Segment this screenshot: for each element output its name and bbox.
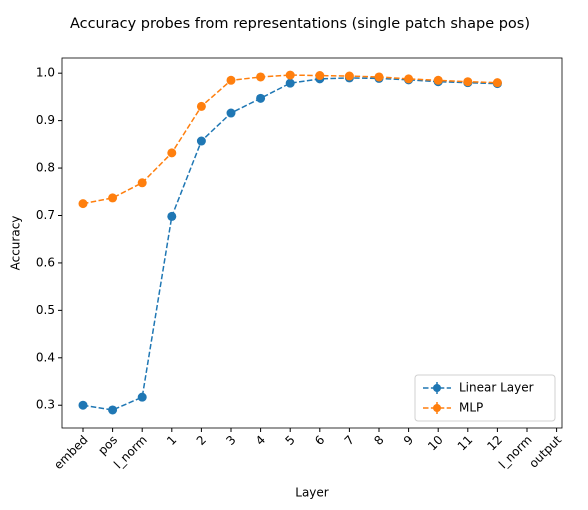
data-point (78, 199, 88, 209)
data-point (137, 178, 147, 188)
data-point (226, 108, 236, 118)
legend-label: MLP (459, 401, 483, 415)
data-point (285, 78, 295, 88)
y-tick-label: 0.3 (36, 398, 55, 412)
legend: Linear Layer MLP (414, 374, 556, 422)
x-axis-label: Layer (295, 486, 329, 500)
legend-label: Linear Layer (459, 381, 534, 395)
y-tick-label: 0.9 (36, 113, 55, 127)
data-point (167, 148, 177, 158)
data-point (108, 405, 118, 415)
data-point (108, 193, 118, 203)
y-tick-label: 0.5 (36, 303, 55, 317)
x-tick-label: l_norm (111, 433, 150, 472)
legend-marker (433, 404, 441, 412)
data-point (226, 75, 236, 85)
data-point (167, 211, 177, 221)
legend-marker (433, 384, 441, 392)
series-line (82, 77, 498, 411)
x-tick-label: 5 (282, 433, 297, 448)
data-point (256, 93, 266, 103)
data-point (344, 71, 354, 81)
x-tick-label: embed (51, 433, 90, 472)
x-tick-label: 8 (371, 433, 386, 448)
data-point (374, 72, 384, 82)
y-tick-label: 0.6 (36, 255, 55, 269)
data-point (315, 71, 325, 81)
x-tick-label: 10 (425, 433, 446, 454)
data-point (492, 78, 502, 88)
x-tick-label: l_norm (496, 433, 535, 472)
series-line (82, 74, 498, 205)
x-tick-label: 3 (223, 433, 238, 448)
data-point (78, 400, 88, 410)
data-point (433, 75, 443, 85)
y-tick-label: 0.7 (36, 208, 55, 222)
x-tick-label: 6 (312, 433, 327, 448)
data-point (285, 70, 295, 80)
data-point (196, 101, 206, 111)
data-point (196, 136, 206, 146)
x-tick-label: 4 (253, 433, 268, 448)
y-tick-label: 0.8 (36, 161, 55, 175)
x-tick-label: 1 (164, 433, 179, 448)
x-tick-label: output (526, 432, 564, 470)
data-point (463, 77, 473, 87)
y-tick-label: 0.4 (36, 350, 55, 364)
x-tick-label: pos (95, 433, 120, 458)
legend-box (414, 374, 556, 422)
x-tick-label: 9 (401, 433, 416, 448)
data-point (256, 72, 266, 82)
y-axis-label: Accuracy (9, 216, 23, 271)
data-point (404, 74, 414, 84)
x-tick-label: 11 (455, 433, 476, 454)
data-point (137, 392, 147, 402)
plot-frame (61, 57, 563, 429)
chart-title: Accuracy probes from representations (si… (70, 16, 530, 32)
x-tick-label: 2 (194, 433, 209, 448)
x-tick-label: 7 (342, 433, 357, 448)
x-tick-label: 12 (484, 433, 505, 454)
y-tick-label: 1.0 (36, 66, 55, 80)
